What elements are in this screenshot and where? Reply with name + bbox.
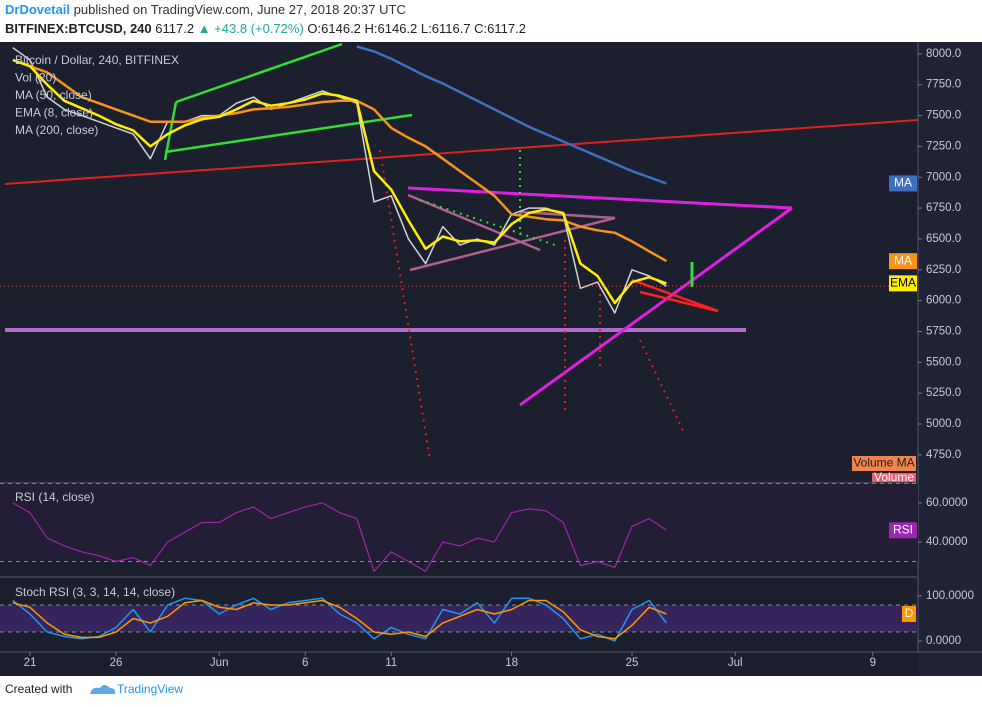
y-tick-label: 7750.0 [926, 79, 961, 91]
trend-line [519, 210, 616, 220]
y-tick-label: 100.0000 [926, 590, 974, 602]
x-tick-label: 6 [302, 657, 308, 669]
y-tick-label: 5250.0 [926, 387, 961, 399]
last-price: 6117.2 [155, 21, 194, 36]
y-tick-label: 8000.0 [926, 48, 961, 60]
level-band [0, 605, 918, 633]
legend-entry: Bitcoin / Dollar, 240, BITFINEX [15, 53, 179, 67]
footer-text: Created with [5, 682, 72, 696]
y-tick-label: 7000.0 [926, 171, 961, 183]
legend-entry: Vol (20) [15, 71, 56, 85]
footer-brand[interactable]: TradingView [117, 682, 183, 696]
x-tick-label: 11 [385, 657, 397, 669]
trend-line [407, 193, 541, 252]
legend-entry: EMA (8, close) [15, 106, 93, 120]
x-tick-label: Jul [728, 657, 743, 669]
volume-badge [852, 456, 916, 471]
x-tick-label: 9 [870, 657, 876, 669]
axis-badge [889, 175, 917, 192]
y-tick-label: 6000.0 [926, 295, 961, 307]
stoch-line [12, 597, 667, 642]
volume-badge-label: Volume MA [853, 456, 914, 470]
trend-line [175, 42, 343, 104]
axis-badge-label: MA [894, 253, 912, 267]
x-tick-label: 26 [110, 657, 123, 669]
level-band [0, 483, 918, 562]
pane-title: RSI (14, close) [15, 490, 94, 504]
price-line [12, 58, 667, 305]
y-tick-label: 40.0000 [926, 536, 968, 548]
y-tick-label: 6750.0 [926, 202, 961, 214]
trend-line [163, 101, 178, 161]
price-line [356, 45, 667, 185]
y-tick-label: 5750.0 [926, 326, 961, 338]
y-tick-label: 6500.0 [926, 233, 961, 245]
symbol-line: BITFINEX:BTCUSD, 240 6117.2 ▲ +43.8 (+0.… [5, 21, 526, 36]
wedge-line [639, 290, 719, 313]
axis-badge-label: EMA [890, 276, 916, 290]
axis-badge-label: D [905, 606, 914, 620]
chart-bg [0, 42, 982, 676]
logo [90, 685, 116, 694]
price-line [12, 58, 668, 263]
published: published on TradingView.com, June 27, 2… [74, 2, 406, 17]
x-tick-label: 25 [626, 657, 639, 669]
volume-badge [872, 473, 916, 482]
projection [419, 199, 556, 246]
axis-badge [902, 606, 916, 623]
volume-badge-label: Volume [874, 470, 914, 484]
axis-badge [889, 522, 917, 539]
axis-badge-label: RSI [893, 522, 913, 536]
price-axis-bg [918, 42, 982, 676]
y-tick-label: 5500.0 [926, 356, 961, 368]
x-tick-label: Jun [210, 657, 229, 669]
trend-line [4, 119, 919, 185]
y-tick-label: 7250.0 [926, 140, 961, 152]
rsi-line [12, 502, 667, 572]
y-tick-label: 4750.0 [926, 449, 961, 461]
wedge-line [631, 278, 719, 313]
legend-entry: MA (50, close) [15, 88, 92, 102]
x-tick-label: 21 [24, 657, 37, 669]
axis-badge [889, 253, 917, 270]
y-tick-label: 6250.0 [926, 264, 961, 276]
y-tick-label: 5000.0 [926, 418, 961, 430]
stoch-line [12, 599, 667, 640]
header-line: DrDovetail published on TradingView.com,… [5, 2, 406, 17]
pane-title: Stoch RSI (3, 3, 14, 14, close) [15, 585, 175, 599]
trend-line [519, 206, 793, 407]
symbol: BITFINEX:BTCUSD, 240 [5, 21, 152, 36]
y-tick-label: 7500.0 [926, 110, 961, 122]
legend-entry: MA (200, close) [15, 123, 98, 137]
axis-badge [889, 275, 917, 292]
axis-badge-label: MA [894, 176, 912, 190]
trend-line [164, 113, 413, 154]
x-tick-label: 18 [505, 657, 518, 669]
y-tick-label: 60.0000 [926, 497, 968, 509]
y-tick-label: 0.0000 [926, 635, 961, 647]
trend-line [407, 186, 793, 210]
footer-bg [0, 676, 982, 707]
header-bg [0, 0, 982, 42]
ohlc: O:6146.2 H:6146.2 L:6116.7 C:6117.2 [307, 21, 526, 36]
change: ▲ +43.8 (+0.72%) [198, 21, 304, 36]
author[interactable]: DrDovetail [5, 2, 70, 17]
